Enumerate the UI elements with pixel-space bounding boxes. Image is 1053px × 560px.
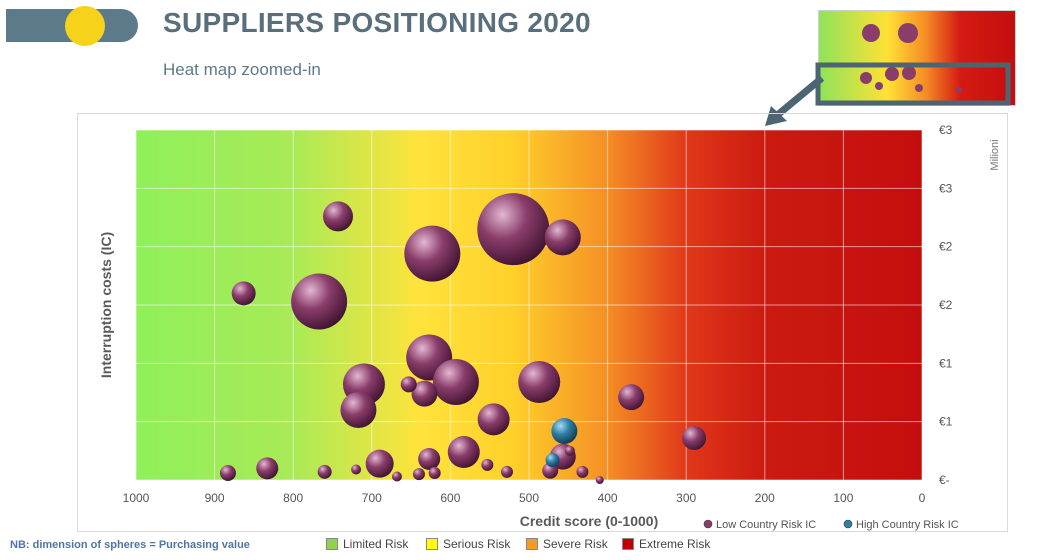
low-risk-sphere bbox=[412, 468, 425, 481]
y-tick-label: €1 bbox=[939, 356, 953, 370]
low-risk-sphere bbox=[518, 361, 561, 403]
y-tick-label: €1 bbox=[939, 415, 953, 429]
low-risk-sphere bbox=[404, 225, 461, 282]
low-risk-sphere bbox=[682, 426, 707, 450]
x-axis-title: Credit score (0-1000) bbox=[520, 513, 659, 529]
bottom-legend: NB: dimension of spheres = Purchasing va… bbox=[0, 537, 1053, 555]
series-legend-label: High Country Risk IC bbox=[856, 519, 959, 531]
thumbnail-image bbox=[819, 11, 1015, 105]
series-legend-marker bbox=[703, 519, 713, 529]
y-tick-label: €2 bbox=[939, 298, 953, 312]
y-tick-label: €3 bbox=[939, 181, 953, 195]
sun-icon bbox=[65, 6, 105, 46]
x-tick-label: 800 bbox=[283, 491, 303, 505]
low-risk-sphere bbox=[391, 471, 402, 482]
low-risk-sphere bbox=[576, 465, 589, 478]
heatmap-thumbnail bbox=[818, 10, 1016, 106]
x-tick-label: 600 bbox=[440, 491, 460, 505]
x-tick-label: 1000 bbox=[123, 491, 150, 505]
low-risk-sphere bbox=[340, 392, 377, 428]
low-risk-sphere bbox=[432, 359, 479, 405]
page-title: SUPPLIERS POSITIONING 2020 bbox=[163, 7, 591, 38]
scatter-chart: 1000 900 800 700 600 500 400 300 200 100 0€-€1€1€2… bbox=[98, 123, 1001, 531]
x-tick-label: 400 bbox=[598, 491, 618, 505]
legend-label: Extreme Risk bbox=[639, 537, 711, 551]
x-tick-label: 900 bbox=[205, 491, 225, 505]
low-risk-sphere bbox=[481, 458, 494, 471]
legend-limited-risk: Limited Risk bbox=[326, 537, 408, 551]
chart-frame: 1000 900 800 700 600 500 400 300 200 100 0 €- €1 €1 €2… bbox=[77, 113, 1008, 532]
low-risk-sphere bbox=[219, 465, 236, 481]
limited-risk-swatch bbox=[326, 538, 338, 550]
low-risk-sphere bbox=[428, 467, 441, 479]
x-tick-label: 100 bbox=[833, 491, 853, 505]
low-risk-sphere bbox=[411, 380, 438, 407]
legend-label: Severe Risk bbox=[543, 537, 608, 551]
high-risk-sphere bbox=[545, 453, 560, 468]
y-tick-label: €- bbox=[939, 473, 950, 487]
x-tick-label: 700 bbox=[362, 491, 382, 505]
y-tick-label: €3 bbox=[939, 123, 953, 137]
x-tick-label: 0 bbox=[919, 491, 926, 505]
arrow-icon bbox=[772, 75, 825, 120]
low-risk-sphere bbox=[365, 449, 394, 478]
legend-serious-risk: Serious Risk bbox=[426, 537, 510, 551]
low-risk-sphere bbox=[447, 436, 480, 468]
x-tick-label: 300 bbox=[676, 491, 696, 505]
low-risk-sphere bbox=[418, 448, 441, 470]
series-legend-label: Low Country Risk IC bbox=[716, 519, 816, 531]
y-unit-label: Milioni bbox=[989, 139, 1001, 170]
series-legend-marker bbox=[843, 519, 853, 529]
low-risk-sphere bbox=[256, 457, 279, 480]
low-risk-sphere bbox=[323, 201, 354, 232]
severe-risk-swatch bbox=[526, 538, 538, 550]
low-risk-sphere bbox=[618, 384, 645, 411]
low-risk-sphere bbox=[564, 445, 575, 456]
low-risk-sphere bbox=[595, 476, 604, 484]
legend-label: Serious Risk bbox=[443, 537, 511, 551]
y-axis-title: Interruption costs (IC) bbox=[98, 232, 114, 378]
legend-extreme-risk: Extreme Risk bbox=[622, 537, 710, 551]
purchasing-value-note: NB: dimension of spheres = Purchasing va… bbox=[10, 539, 250, 551]
high-risk-sphere bbox=[551, 418, 578, 444]
x-tick-label: 500 bbox=[519, 491, 539, 505]
low-risk-sphere bbox=[500, 465, 513, 478]
extreme-risk-swatch bbox=[622, 538, 634, 550]
low-risk-sphere bbox=[231, 281, 256, 306]
low-risk-sphere bbox=[400, 376, 417, 393]
low-risk-sphere bbox=[351, 464, 362, 475]
low-risk-sphere bbox=[477, 193, 550, 266]
y-tick-label: €2 bbox=[939, 240, 953, 254]
serious-risk-swatch bbox=[426, 538, 438, 550]
low-risk-sphere bbox=[317, 464, 332, 479]
x-tick-label: 200 bbox=[755, 491, 775, 505]
legend-severe-risk: Severe Risk bbox=[526, 537, 608, 551]
low-risk-sphere bbox=[544, 219, 581, 256]
legend-label: Limited Risk bbox=[343, 537, 409, 551]
page-subtitle: Heat map zoomed-in bbox=[163, 60, 321, 79]
low-risk-sphere bbox=[291, 273, 348, 330]
low-risk-sphere bbox=[477, 403, 510, 436]
